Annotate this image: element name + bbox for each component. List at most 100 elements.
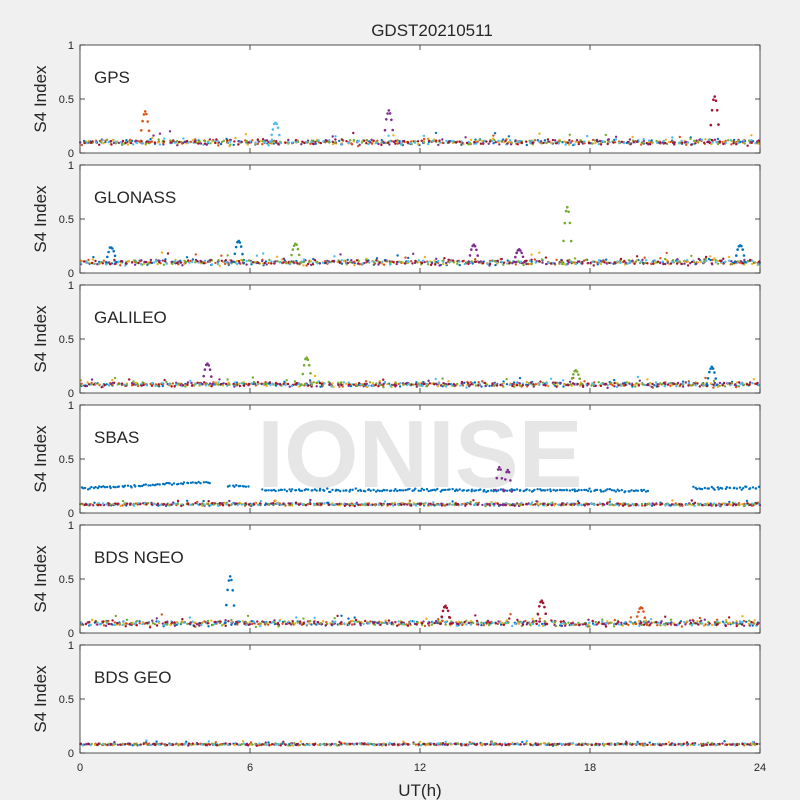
- data-point: [217, 381, 220, 384]
- peak-point: [445, 606, 449, 610]
- data-point: [605, 258, 608, 261]
- data-point: [133, 259, 136, 262]
- data-point: [302, 617, 305, 620]
- data-point: [433, 621, 436, 625]
- data-point: [173, 385, 176, 388]
- data-point: [361, 262, 364, 265]
- band-point: [560, 489, 564, 492]
- data-point: [562, 622, 565, 625]
- data-point: [456, 503, 460, 506]
- data-point: [124, 141, 127, 145]
- data-point: [488, 384, 491, 388]
- data-point: [545, 262, 548, 266]
- data-point: [456, 622, 460, 626]
- data-point: [91, 618, 94, 622]
- data-point: [186, 381, 190, 384]
- data-point: [755, 502, 758, 505]
- data-point: [722, 142, 725, 146]
- data-point: [97, 502, 100, 505]
- data-point: [469, 623, 473, 626]
- data-point: [353, 620, 356, 623]
- data-point: [236, 623, 239, 626]
- data-point: [525, 143, 528, 147]
- data-point: [286, 382, 290, 386]
- data-point: [300, 143, 303, 146]
- band-point: [595, 488, 599, 492]
- data-point: [473, 503, 476, 506]
- data-point: [319, 141, 322, 145]
- data-point: [690, 143, 693, 146]
- data-point: [188, 503, 192, 506]
- data-point: [149, 258, 153, 262]
- data-point: [188, 616, 192, 619]
- data-point: [506, 142, 509, 145]
- data-point: [338, 261, 341, 264]
- data-point: [84, 622, 88, 626]
- data-point: [444, 385, 448, 388]
- data-point: [226, 141, 229, 145]
- data-point: [258, 622, 262, 625]
- data-point: [216, 502, 219, 505]
- data-point: [662, 623, 665, 626]
- data-point: [543, 620, 546, 623]
- data-point: [415, 381, 418, 384]
- peak-point: [307, 363, 311, 367]
- data-point: [148, 626, 152, 629]
- data-point: [161, 259, 164, 262]
- data-point: [568, 258, 571, 262]
- data-point: [142, 383, 145, 387]
- band-point: [420, 487, 424, 490]
- data-point: [732, 503, 736, 506]
- peak-point: [569, 383, 572, 386]
- data-point: [80, 143, 84, 147]
- data-point: [350, 259, 353, 262]
- data-point: [517, 260, 520, 263]
- data-point: [721, 742, 724, 745]
- data-point: [186, 622, 189, 626]
- data-point: [379, 623, 382, 627]
- data-point: [119, 260, 123, 263]
- data-point: [657, 621, 660, 624]
- data-point: [494, 382, 497, 386]
- band-point: [586, 489, 590, 493]
- data-point: [338, 502, 341, 505]
- data-point: [493, 138, 496, 142]
- data-point: [102, 620, 105, 623]
- data-point: [721, 384, 724, 387]
- data-point: [463, 381, 466, 384]
- data-point: [690, 254, 693, 258]
- peak-point: [709, 123, 713, 127]
- data-point: [87, 258, 90, 262]
- data-point: [201, 503, 204, 506]
- band-point: [571, 488, 574, 491]
- data-point: [505, 383, 509, 386]
- peak-point: [112, 249, 115, 253]
- data-point: [141, 622, 144, 626]
- data-point: [104, 620, 107, 623]
- data-point: [455, 141, 458, 144]
- data-point: [610, 381, 613, 385]
- data-point: [646, 262, 649, 265]
- peak-point: [502, 489, 506, 493]
- y-tick-label: 0: [68, 148, 74, 160]
- data-point: [742, 619, 746, 623]
- data-point: [537, 140, 541, 143]
- data-point: [438, 139, 441, 142]
- band-point: [483, 488, 486, 492]
- data-point: [573, 257, 577, 260]
- data-point: [354, 382, 357, 386]
- data-point: [540, 622, 544, 626]
- data-point: [572, 624, 575, 627]
- data-point: [155, 740, 158, 743]
- data-point: [697, 257, 700, 261]
- data-point: [309, 502, 312, 506]
- data-point: [484, 502, 487, 506]
- data-point: [164, 621, 167, 624]
- data-point: [615, 622, 618, 626]
- band-point: [318, 487, 322, 491]
- data-point: [704, 255, 708, 259]
- peak-point: [736, 248, 739, 251]
- data-point: [396, 254, 399, 257]
- peak-point: [210, 375, 213, 378]
